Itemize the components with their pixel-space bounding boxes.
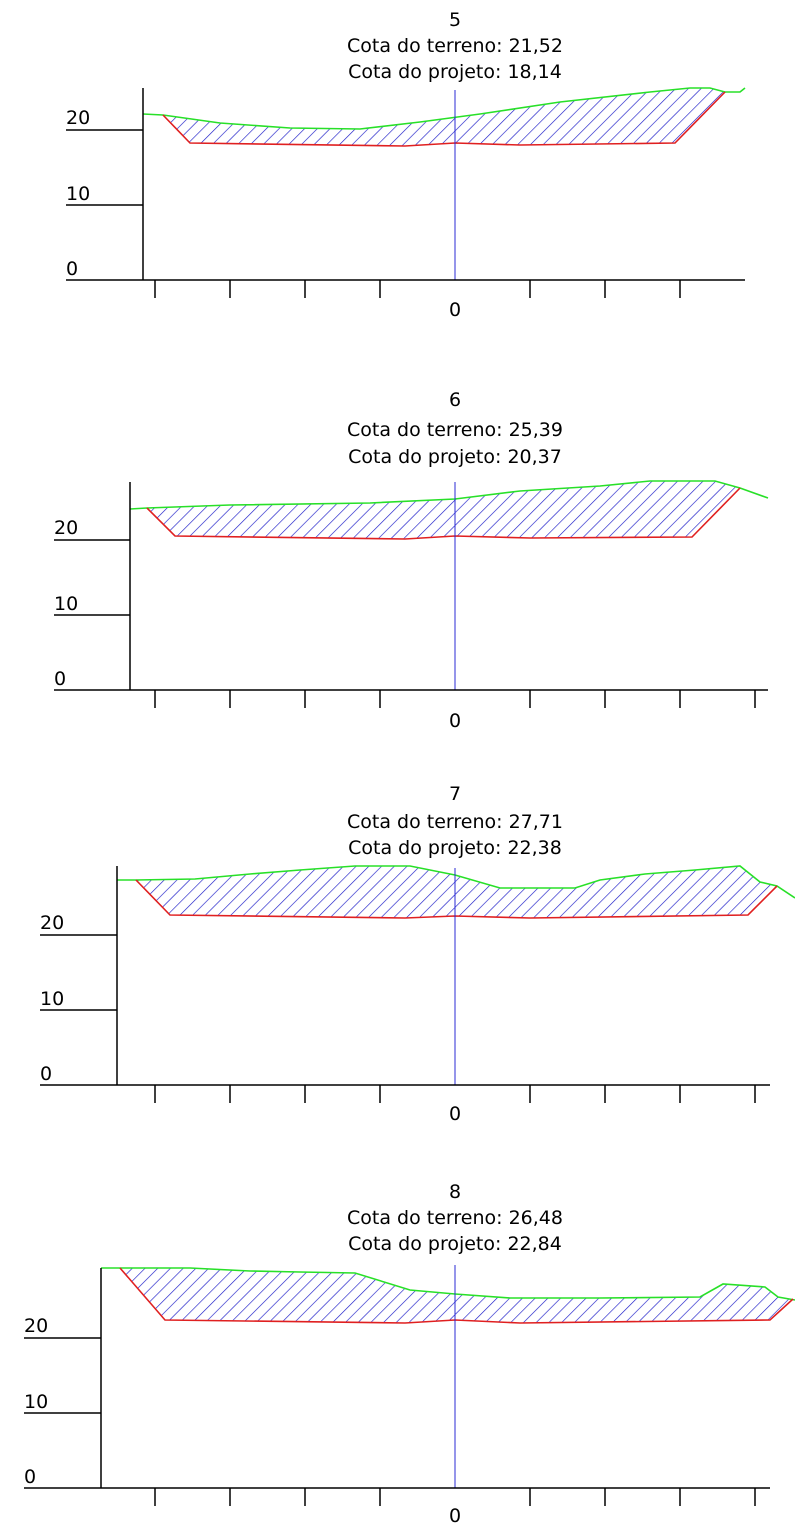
project-elevation-label: Cota do projeto: 22,84 — [348, 1233, 562, 1255]
terrain-elevation-label: Cota do terreno: 27,71 — [347, 811, 563, 833]
x-center-label: 0 — [449, 299, 461, 321]
project-elevation-label: Cota do projeto: 22,38 — [348, 837, 562, 859]
x-center-label: 0 — [449, 1505, 461, 1527]
terrain-profile-line — [142, 87, 746, 130]
project-elevation-label: Cota do projeto: 18,14 — [348, 61, 562, 83]
x-ticks — [154, 280, 681, 298]
terrain-profile-line — [117, 865, 795, 899]
y-tick-label-20: 20 — [66, 107, 90, 129]
terrain-elevation-label: Cota do terreno: 26,48 — [347, 1207, 563, 1229]
x-ticks — [154, 690, 756, 708]
x-center-label: 0 — [449, 1103, 461, 1125]
cut-area-hatch — [163, 88, 725, 146]
section-5: 5 Cota do terreno: 21,52 Cota do projeto… — [66, 9, 746, 321]
y-tick-label-0: 0 — [54, 668, 66, 690]
section-6: 6 Cota do terreno: 25,39 Cota do projeto… — [54, 389, 769, 732]
terrain-elevation-label: Cota do terreno: 25,39 — [347, 419, 563, 441]
terrain-profile-line — [129, 480, 769, 510]
project-elevation-label: Cota do projeto: 20,37 — [348, 446, 562, 468]
y-tick-label-20: 20 — [54, 517, 78, 539]
section-8: 8 Cota do terreno: 26,48 Cota do projeto… — [24, 1181, 795, 1527]
x-ticks — [154, 1085, 756, 1103]
station-label: 5 — [449, 9, 461, 31]
cut-area-hatch — [120, 1268, 793, 1323]
section-7: 7 Cota do terreno: 27,71 Cota do projeto… — [40, 783, 795, 1125]
cut-area-hatch — [136, 866, 777, 918]
y-tick-label-20: 20 — [24, 1315, 48, 1337]
terrain-elevation-label: Cota do terreno: 21,52 — [347, 35, 563, 57]
y-tick-label-0: 0 — [40, 1063, 52, 1085]
station-label: 6 — [449, 389, 461, 411]
y-tick-label-10: 10 — [66, 183, 90, 205]
y-tick-label-10: 10 — [54, 593, 78, 615]
x-center-label: 0 — [449, 710, 461, 732]
y-tick-label-10: 10 — [24, 1391, 48, 1413]
y-tick-label-10: 10 — [40, 988, 64, 1010]
cut-area-hatch — [147, 481, 740, 539]
y-tick-label-0: 0 — [24, 1466, 36, 1488]
y-tick-label-0: 0 — [66, 258, 78, 280]
station-label: 7 — [449, 783, 461, 805]
y-tick-label-20: 20 — [40, 912, 64, 934]
station-label: 8 — [449, 1181, 461, 1203]
x-ticks — [154, 1488, 756, 1506]
